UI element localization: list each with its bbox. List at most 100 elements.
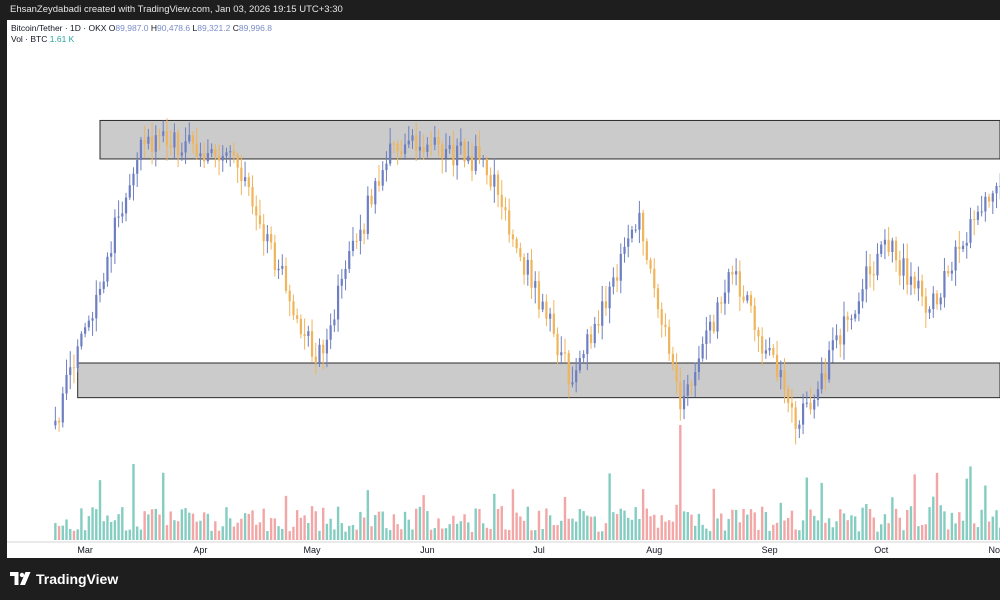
volume-bar [868,509,872,540]
volume-bar [716,518,719,540]
candle-body [526,259,529,275]
candle-body [500,194,503,208]
candle-body [604,301,608,309]
volume-bar [645,508,649,540]
volume-bar [459,521,463,540]
volume-bar [842,513,846,540]
candle-body [723,292,727,304]
candle-body [735,271,738,275]
volume-bar [165,525,169,540]
volume-bar [80,508,83,540]
candle-body [426,144,429,152]
candle-body [154,135,157,152]
volume-bar [437,518,440,540]
volume-bar [738,522,742,540]
chart-legend: Bitcoin/Tether · 1D · OKX O89,987.0 H90,… [11,23,272,45]
candle-body [865,266,868,290]
volume-bar [950,512,954,540]
volume-bar [344,531,347,540]
volume-bar [154,508,157,540]
candle-body [180,152,183,156]
volume-bar [984,485,987,540]
volume-bar [247,513,250,540]
candle-body [690,384,693,386]
candle-body [857,301,860,314]
tradingview-logo-icon [10,572,31,585]
volume-bar [348,525,351,540]
candle-body [273,242,276,271]
volume-bar [589,516,593,540]
candle-body [188,135,191,142]
candle-body [861,289,864,302]
month-label-apr: Apr [193,545,207,555]
tradingview-wordmark: TradingView [36,571,119,587]
volume-bar [400,529,403,540]
volume-bar [723,530,727,540]
candle-body [128,185,131,198]
candle-body [798,424,801,429]
volume-bar [720,513,723,540]
tradingview-logo[interactable]: TradingView [10,570,118,588]
volume-bar [515,512,518,540]
volume-bar [359,511,362,540]
volume-bar [768,530,771,540]
candle-body [612,277,615,287]
volume-bar [314,511,317,540]
candle-body [314,356,317,363]
volume-bar [764,511,768,540]
candle-body [705,330,708,344]
volume-bar [418,506,422,540]
candle-body [262,224,265,242]
chart-area[interactable]: Mar Apr May Jun Jul Aug Sep Oct Nov Bitcoin/Teth… [7,20,1000,558]
volume-bar [374,514,377,540]
volume-bar [946,529,950,540]
volume-bar [95,509,98,540]
candle-body [474,146,477,171]
volume-bar [656,527,660,540]
candle-body [292,301,295,316]
volume-bar [258,522,262,540]
symbol-label[interactable]: Bitcoin/Tether · 1D · OKX [11,23,107,33]
volume-bar [485,527,489,540]
price-chart[interactable]: Mar Apr May Jun Jul Aug Sep Oct Nov [7,20,1000,558]
volume-bar [824,522,827,540]
volume-bar [299,517,303,540]
volume-bar [403,511,407,540]
candle-body [355,240,358,242]
volume-bar [136,526,139,540]
candle-body [247,177,250,187]
candle-body [147,136,150,144]
candle-body [522,257,526,275]
candle-body [400,151,403,154]
candle-body [965,242,968,246]
volume-bar [958,512,961,540]
candle-body [809,402,812,410]
volume-bar [552,525,556,540]
volume-bar [865,504,868,540]
volume-bar [292,526,295,540]
candle-body [880,244,883,254]
candle-body [575,370,578,383]
candle-body [787,389,790,403]
volume-bar [210,530,213,540]
resistance-zone [99,119,1000,160]
volume-bar [478,509,481,540]
volume-bar [72,530,76,540]
close-label: C [232,23,239,33]
volume-bar [943,511,946,540]
candle-body [842,316,846,345]
volume-bar [500,506,503,540]
volume-bar [240,518,243,540]
volume-bar [880,524,883,540]
volume-bar [225,507,228,540]
volume-bar [57,525,61,540]
volume-bar [128,529,131,540]
candle-body [675,364,678,383]
candle-body [764,350,767,354]
candle-body [671,353,674,365]
candle-body [396,144,399,152]
volume-bar [928,507,931,540]
candle-body [110,253,113,257]
volume-bar [686,512,689,540]
volume-bar [593,516,596,540]
